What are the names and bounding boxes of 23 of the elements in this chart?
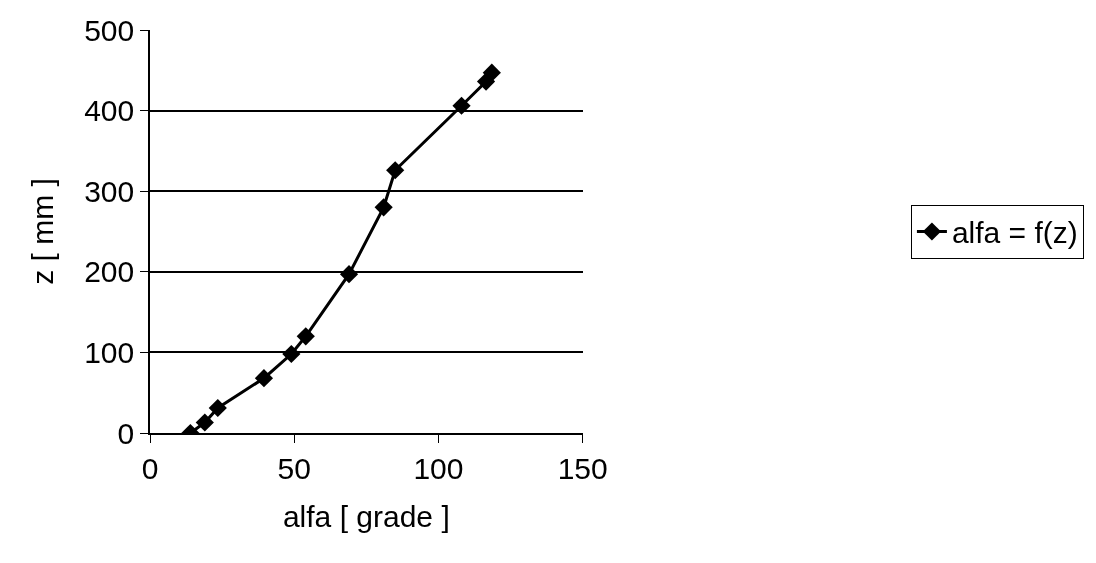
- legend-label: alfa = f(z): [951, 216, 1078, 250]
- y-tick-label: 200: [84, 255, 135, 289]
- point: [195, 413, 214, 432]
- point: [282, 344, 301, 364]
- y-tick-label: 300: [84, 174, 135, 208]
- y-axis-title: z [ mm ]: [25, 178, 59, 285]
- x-tick-label: 0: [141, 451, 159, 485]
- point: [339, 265, 359, 284]
- x-tick-label: 100: [413, 451, 464, 485]
- y-tick-label: 0: [117, 416, 135, 450]
- y-tick-label: 400: [84, 94, 135, 128]
- point: [254, 369, 274, 388]
- point: [208, 398, 227, 418]
- x-tick-label: 150: [557, 451, 608, 485]
- point: [296, 327, 315, 346]
- y-tick-label: 500: [84, 13, 135, 47]
- point: [386, 161, 405, 180]
- point: [452, 96, 471, 115]
- point: [482, 63, 501, 82]
- y-tick-label: 100: [84, 335, 135, 369]
- x-axis-title: alfa [ grade ]: [282, 499, 450, 533]
- point: [374, 198, 393, 217]
- x-tick-label: 50: [277, 451, 311, 485]
